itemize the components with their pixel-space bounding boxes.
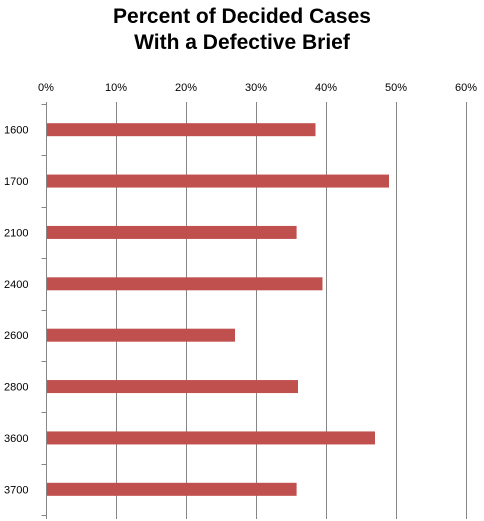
bar-2100 xyxy=(47,225,297,239)
x-tick-label-50: 50% xyxy=(385,82,407,94)
x-tick-label-20: 20% xyxy=(175,82,197,94)
bar-2800 xyxy=(47,380,298,394)
x-tick-label-0: 0% xyxy=(38,82,54,94)
x-tick-label-60: 60% xyxy=(455,82,477,94)
x-tick-label-40: 40% xyxy=(315,82,337,94)
y-tick-label-2100: 2100 xyxy=(4,227,28,239)
gridlines xyxy=(116,102,467,519)
bar-3700 xyxy=(47,482,297,496)
chart-title-line-2: With a Defective Brief xyxy=(134,31,350,54)
chart-title: Percent of Decided Cases With a Defectiv… xyxy=(0,4,484,56)
bars xyxy=(47,123,389,496)
bar-2600 xyxy=(47,328,235,342)
y-tick-label-2600: 2600 xyxy=(4,330,28,342)
chart-title-line-1: Percent of Decided Cases xyxy=(113,5,371,28)
y-tick-label-3600: 3600 xyxy=(4,433,28,445)
bar-2400 xyxy=(47,277,323,291)
x-tick-labels: 0% 10% 20% 30% 40% 50% 60% xyxy=(38,82,477,94)
y-tick-label-2800: 2800 xyxy=(4,382,28,394)
y-tick-label-3700: 3700 xyxy=(4,484,28,496)
bar-3600 xyxy=(47,431,375,445)
x-tick-label-10: 10% xyxy=(105,82,127,94)
bar-1600 xyxy=(47,123,316,137)
y-axis xyxy=(41,102,47,519)
y-tick-label-1600: 1600 xyxy=(4,125,28,137)
y-tick-labels: 1600 1700 2100 2400 2600 2800 3600 3700 xyxy=(4,125,28,497)
y-tick-label-1700: 1700 xyxy=(4,176,28,188)
y-tick-label-2400: 2400 xyxy=(4,279,28,291)
bar-1700 xyxy=(47,174,389,188)
x-tick-label-30: 30% xyxy=(245,82,267,94)
